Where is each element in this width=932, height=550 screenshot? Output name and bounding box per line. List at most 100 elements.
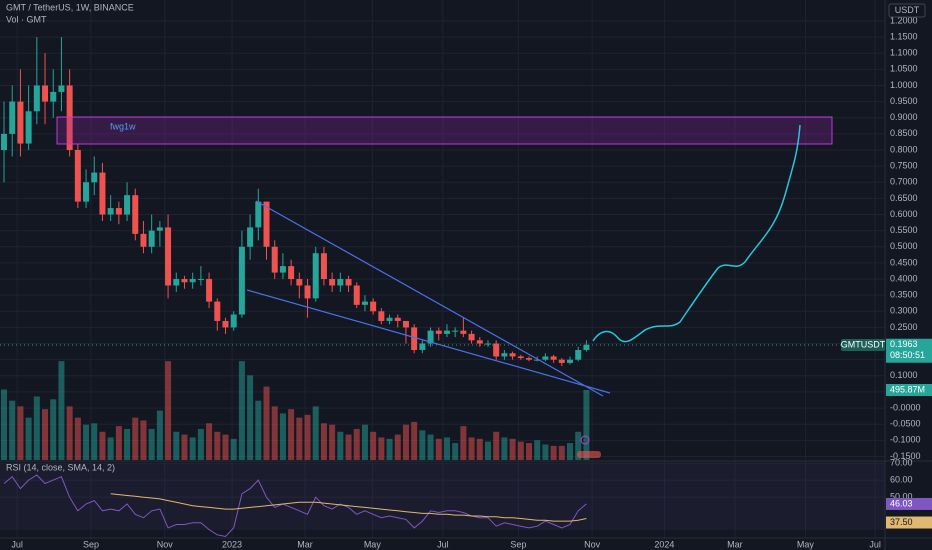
candle-body — [337, 279, 344, 286]
candle-body — [476, 340, 483, 344]
candle-body — [525, 358, 532, 360]
volume-bar — [353, 428, 360, 460]
symbol-label: GMTUSDT — [841, 339, 886, 349]
volume-bar — [107, 437, 114, 460]
candle-body — [411, 327, 418, 350]
y-tick-label: 0.4500 — [890, 257, 918, 267]
last-volume: 495.87M — [890, 384, 925, 394]
volume-bar — [312, 406, 319, 460]
candle-body — [558, 359, 565, 363]
volume-bar — [320, 423, 327, 460]
candle-body — [361, 301, 368, 305]
candle-body — [452, 330, 459, 332]
volume-bar — [476, 438, 483, 460]
candle-body — [214, 301, 221, 321]
candle-body — [509, 353, 516, 357]
volume-bar — [484, 441, 491, 460]
candle-body — [296, 279, 303, 286]
zone-box — [56, 116, 833, 145]
candle-body — [124, 195, 131, 215]
volume-bar — [304, 414, 311, 460]
candle-body — [91, 172, 98, 183]
symbol-tag — [841, 339, 885, 351]
volume-bar — [427, 434, 434, 460]
volume-bar — [99, 431, 106, 460]
zone-label: fwg1w — [110, 121, 136, 131]
x-tick-label: May — [364, 539, 382, 549]
y-tick-label: 70.00 — [890, 457, 913, 467]
y-tick-label: 0.1000 — [890, 370, 918, 380]
rsi-title: RSI (14, close, SMA, 14, 2) — [6, 462, 115, 472]
candle-body — [197, 279, 204, 281]
candle-body — [345, 279, 352, 286]
countdown: 08:50:51 — [890, 350, 925, 360]
candle-body — [370, 301, 377, 312]
volume-bar — [230, 438, 237, 460]
y-tick-label: 0.3000 — [890, 306, 918, 316]
volume-bar — [214, 431, 221, 460]
volume-bar — [542, 444, 549, 460]
volume-bar — [9, 400, 16, 460]
x-tick-label: Mar — [727, 539, 743, 549]
volume-bar — [419, 430, 426, 460]
volume-bar — [575, 431, 582, 460]
candle-body — [443, 330, 450, 334]
y-tick-label: 0.8000 — [890, 144, 918, 154]
volume-bar — [83, 424, 90, 460]
candle-body — [238, 246, 245, 315]
candle-body — [66, 85, 73, 150]
volume-bar — [452, 443, 459, 460]
volume-bar — [173, 431, 180, 460]
candle-body — [353, 285, 360, 305]
volume-bar — [50, 399, 57, 460]
last-price: 0.1963 — [890, 339, 918, 349]
y-tick-label: 1.0000 — [890, 80, 918, 90]
volume-bar — [501, 437, 508, 460]
trend-line — [246, 289, 611, 394]
candle-body — [181, 279, 188, 283]
y-tick-label: 0.4000 — [890, 273, 918, 283]
candle-body — [304, 285, 311, 299]
candle-body — [279, 266, 286, 273]
currency-box[interactable] — [888, 3, 926, 18]
candle-body — [25, 111, 32, 144]
y-tick-label: 0.7000 — [890, 177, 918, 187]
candle-body — [575, 350, 582, 360]
volume-bar — [378, 437, 385, 460]
candle-body — [329, 279, 336, 286]
candle-body — [9, 101, 16, 134]
volume-bar — [402, 424, 409, 460]
y-tick-label: 0.9000 — [890, 112, 918, 122]
candle-body — [107, 208, 114, 215]
y-tick-label: 0.5000 — [890, 241, 918, 251]
volume-bar — [91, 423, 98, 460]
x-tick-label: Jul — [437, 539, 449, 549]
currency[interactable]: USDT — [895, 5, 920, 15]
volume-bar — [279, 413, 286, 460]
event-icon — [577, 451, 601, 458]
event-icon — [580, 435, 590, 445]
x-tick-label: Nov — [157, 539, 174, 549]
volume-bar — [361, 424, 368, 460]
candle-body — [501, 353, 508, 357]
candle-body — [419, 343, 426, 350]
candle-body — [132, 195, 139, 234]
candle-body — [517, 356, 524, 359]
candle-body — [542, 356, 549, 360]
candle-body — [247, 227, 254, 247]
chart-title: GMT / TetherUS, 1W, BINANCE — [6, 2, 134, 12]
candle-body — [50, 91, 57, 102]
candle-body — [312, 253, 319, 299]
rsi-line — [3, 474, 587, 538]
volume-bar — [1, 389, 8, 460]
candle-body — [288, 266, 295, 280]
volume-bar — [197, 428, 204, 460]
candle-body — [550, 356, 557, 360]
candle-body — [17, 101, 24, 144]
last-rsi: 46.03 — [890, 498, 913, 508]
y-tick-label: 0.6000 — [890, 209, 918, 219]
candle-body — [493, 343, 500, 357]
volume-bar — [288, 409, 295, 460]
candle-body — [189, 279, 196, 283]
candle-body — [99, 172, 106, 215]
